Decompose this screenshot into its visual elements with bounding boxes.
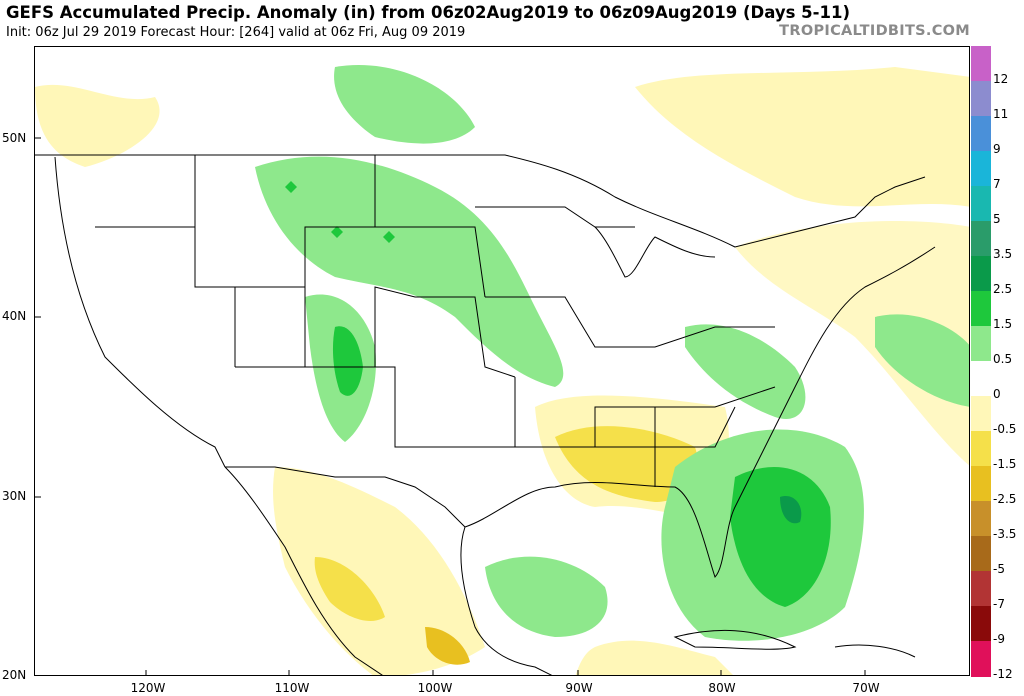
map-canvas <box>35 65 969 675</box>
colorbar-segment <box>971 151 991 187</box>
brand-watermark: TROPICALTIDBITS.COM <box>779 23 970 39</box>
colorbar-label: 5 <box>993 212 1001 227</box>
mexico-gulf-coast <box>460 526 553 675</box>
state-lines-south <box>305 366 776 487</box>
lon-label-80w: 80W <box>708 681 736 695</box>
colorbar-segment <box>971 326 991 362</box>
colorbar-segment <box>971 361 991 397</box>
precip-anomaly-map <box>34 46 970 676</box>
lat-label-50n: 50N <box>2 131 27 145</box>
colorbar-label: -3.5 <box>993 527 1017 542</box>
lat-label-40n: 40N <box>2 309 27 323</box>
wet-anomaly-dakota-spot <box>285 181 297 193</box>
wet-anomaly-new-england-ocean <box>875 314 969 407</box>
wet-anomaly-sd-spot <box>383 231 395 243</box>
colorbar-segment <box>971 536 991 572</box>
colorbar-segment <box>971 606 991 642</box>
lon-label-100w: 100W <box>417 681 453 695</box>
map-subtitle: Init: 06z Jul 29 2019 Forecast Hour: [26… <box>6 25 466 40</box>
cuba <box>673 629 797 650</box>
dry-anomaly-northeast <box>635 67 969 207</box>
lat-label-20n: 20N <box>2 668 27 682</box>
colorbar-segment <box>971 431 991 467</box>
dry-anomaly-mexico-core <box>314 557 385 622</box>
map-header: GEFS Accumulated Precip. Anomaly (in) fr… <box>0 0 1024 46</box>
colorbar-segment <box>971 501 991 537</box>
colorbar-segment <box>971 291 991 327</box>
wet-anomaly-gulf <box>485 556 608 637</box>
west-coast <box>54 156 226 468</box>
colorbar <box>971 46 991 677</box>
greater-antilles <box>834 644 916 658</box>
colorbar-label: 9 <box>993 142 1001 157</box>
dry-anomaly-mexico <box>273 467 485 675</box>
colorbar-label: 0 <box>993 387 1001 402</box>
colorbar-label: -0.5 <box>993 422 1017 437</box>
colorbar-label: 1.5 <box>993 317 1013 332</box>
colorbar-label: 12 <box>993 72 1009 87</box>
lon-label-70w: 70W <box>852 681 880 695</box>
colorbar-segment <box>971 186 991 222</box>
colorbar-segment <box>971 81 991 117</box>
colorbar-label: -12 <box>993 667 1013 682</box>
colorbar-label: 0.5 <box>993 352 1013 367</box>
boundaries <box>35 154 936 675</box>
dry-anomaly-gulf-coast <box>555 426 698 502</box>
dry-anomaly-caribbean <box>575 640 733 675</box>
mexico-coast <box>224 466 383 675</box>
graticule <box>35 137 866 675</box>
lon-label-90w: 90W <box>565 681 593 695</box>
colorbar-segment <box>971 46 991 82</box>
wet-anomaly-atlantic-core <box>730 467 831 607</box>
anomaly-shading <box>35 65 969 675</box>
dry-anomaly-southern-mexico <box>425 627 470 665</box>
colorbar-label: -5 <box>993 562 1005 577</box>
map-title: GEFS Accumulated Precip. Anomaly (in) fr… <box>6 3 851 22</box>
gulf-coast <box>464 246 936 578</box>
us-mexico-border <box>225 466 466 528</box>
lon-label-120w: 120W <box>130 681 166 695</box>
wet-anomaly-rockies-core <box>332 326 363 396</box>
colorbar-label: 2.5 <box>993 282 1013 297</box>
state-lines-central <box>375 206 775 348</box>
colorbar-label: 7 <box>993 177 1001 192</box>
colorbar-segment <box>971 116 991 152</box>
great-lakes <box>594 226 716 278</box>
colorbar-label: 3.5 <box>993 247 1013 262</box>
lon-label-110w: 110W <box>274 681 310 695</box>
colorbar-label: -1.5 <box>993 457 1017 472</box>
dry-anomaly-atlantic <box>735 221 969 466</box>
colorbar-segment <box>971 466 991 502</box>
state-lines-west <box>95 155 516 378</box>
dry-anomaly-west-canada <box>35 84 160 167</box>
canada-us-border <box>35 154 926 248</box>
wet-anomaly-northern-plains <box>255 156 564 387</box>
colorbar-label: -2.5 <box>993 492 1017 507</box>
wet-anomaly-canada <box>334 65 475 144</box>
wet-anomaly-midatlantic <box>685 324 806 419</box>
colorbar-segment <box>971 396 991 432</box>
wet-anomaly-atlantic-peak <box>780 496 802 524</box>
wet-anomaly-wyoming-spot <box>331 226 343 238</box>
colorbar-segment <box>971 256 991 292</box>
colorbar-label: -7 <box>993 597 1005 612</box>
colorbar-segment <box>971 571 991 607</box>
colorbar-segment <box>971 221 991 257</box>
colorbar-label: 11 <box>993 107 1009 122</box>
colorbar-segment <box>971 641 991 677</box>
lat-label-30n: 30N <box>2 489 27 503</box>
colorbar-label: -9 <box>993 632 1005 647</box>
